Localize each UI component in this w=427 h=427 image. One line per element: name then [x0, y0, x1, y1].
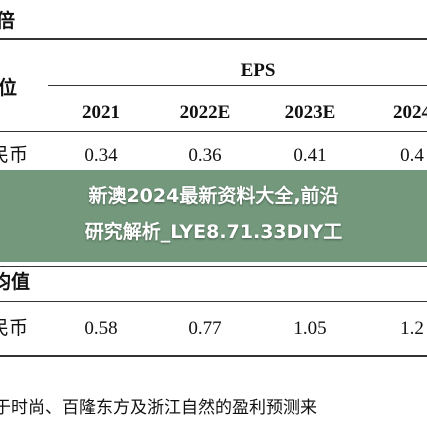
column-header: 2024: [393, 102, 427, 123]
cell: 0.4: [400, 145, 424, 166]
row-label: 民币: [0, 145, 29, 166]
rule: [0, 355, 427, 357]
rule: [0, 131, 427, 132]
top-label: 倍: [0, 11, 16, 32]
rule: [48, 85, 427, 86]
column-header: 2023E: [284, 102, 336, 123]
cell: 1.2: [400, 318, 424, 339]
row-label: 民币: [0, 318, 29, 339]
rule: [0, 266, 427, 267]
group-header: EPS: [240, 60, 276, 81]
unit-label: 位: [0, 78, 18, 99]
banner: 新澳2024最新资料大全,前沿 研究解析_LYE8.71.33DIY工: [0, 170, 427, 262]
banner-line: 研究解析_LYE8.71.33DIY工: [84, 221, 343, 243]
column-header: 2021: [82, 102, 120, 123]
banner-line: 新澳2024最新资料大全,前沿: [88, 185, 339, 207]
cell: 0.41: [293, 145, 327, 166]
cell: 1.05: [293, 318, 327, 339]
rule: [0, 301, 427, 302]
cell: 0.58: [84, 318, 118, 339]
cell: 0.34: [84, 145, 118, 166]
cell: 0.77: [188, 318, 222, 339]
cell: 0.36: [188, 145, 222, 166]
column-header: 2022E: [179, 102, 231, 123]
footnote: 于时尚、百隆东方及浙江自然的盈利预测来: [0, 398, 317, 418]
rule: [0, 38, 427, 40]
section-label: 均值: [0, 272, 31, 293]
